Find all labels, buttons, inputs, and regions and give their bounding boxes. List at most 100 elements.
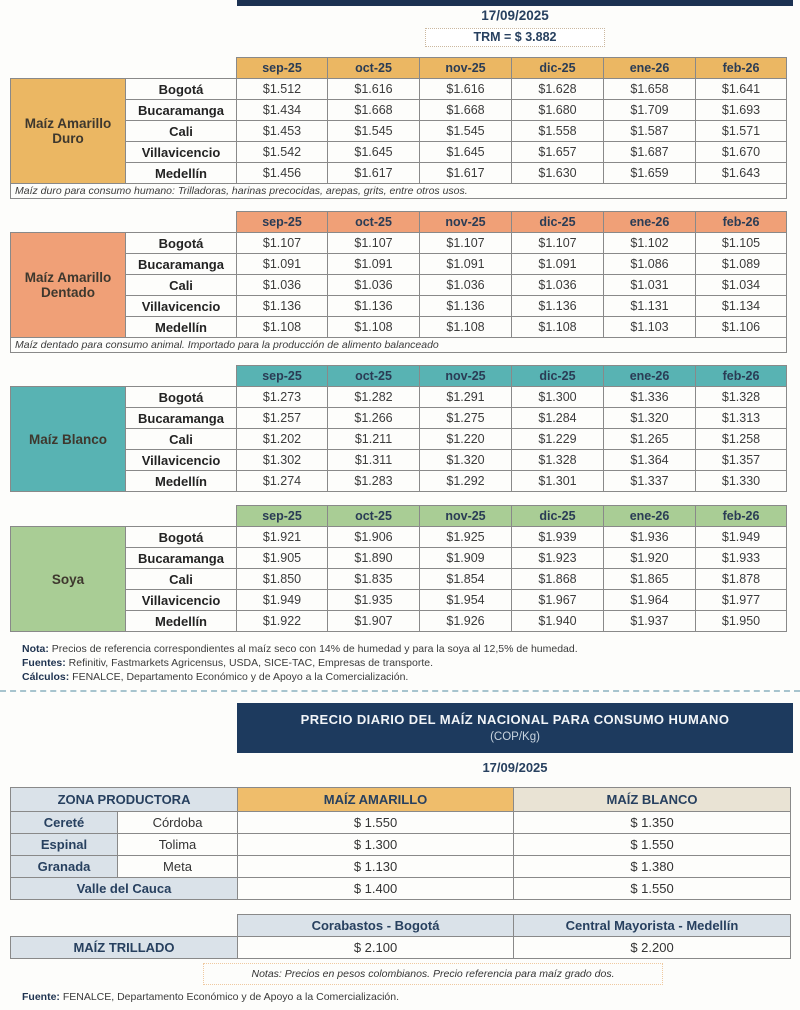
price-cell: $1.935 [327, 589, 420, 611]
price-cell: $1.693 [695, 99, 787, 121]
city-label: Villavicencio [125, 589, 237, 611]
month-header: dic-25 [511, 211, 604, 233]
price-cell: $1.545 [327, 120, 420, 142]
banner-title: PRECIO DIARIO DEL MAÍZ NACIONAL PARA CON… [300, 712, 730, 727]
commodity-label: Maíz Amarillo Dentado [10, 232, 126, 338]
zone-name: Cereté [10, 811, 118, 834]
price-table-maiz-amarillo-duro: sep-25 oct-25 nov-25 dic-25 ene-26 feb-2… [10, 57, 788, 199]
price-cell: $1.292 [419, 470, 512, 492]
table-note: Maíz dentado para consumo animal. Import… [10, 337, 787, 353]
zone-price-amarillo: $ 1.550 [237, 811, 515, 834]
zone-price-amarillo: $ 1.300 [237, 833, 515, 856]
city-label: Cali [125, 120, 237, 142]
footnote-fuentes: Fuentes: Refinitiv, Fastmarkets Agricens… [22, 656, 578, 670]
month-header: feb-26 [695, 57, 787, 79]
price-cell: $1.542 [236, 141, 328, 163]
month-header: oct-25 [327, 57, 420, 79]
price-cell: $1.211 [327, 428, 420, 450]
month-header-row: sep-25 oct-25 nov-25 dic-25 ene-26 feb-2… [11, 365, 787, 387]
price-cell: $1.940 [511, 610, 604, 632]
market-header: Corabastos - Bogotá [237, 914, 514, 937]
table-row: Cali $1.850 $1.835 $1.854 $1.868 $1.865 … [11, 568, 787, 590]
price-cell: $1.106 [695, 316, 787, 338]
price-cell: $1.036 [419, 274, 512, 296]
month-header-row: sep-25 oct-25 nov-25 dic-25 ene-26 feb-2… [11, 211, 787, 233]
price-cell: $1.302 [236, 449, 328, 471]
blank-corner [11, 58, 237, 79]
month-header: sep-25 [236, 211, 328, 233]
price-cell: $1.657 [511, 141, 604, 163]
footnote-text: Refinitiv, Fastmarkets Agricensus, USDA,… [65, 657, 433, 669]
price-cell: $1.925 [419, 526, 512, 548]
zone-row: Cereté Córdoba $ 1.550 $ 1.350 [10, 811, 792, 834]
table-row: Villavicencio $1.542 $1.645 $1.645 $1.65… [11, 141, 787, 163]
price-cell: $1.337 [603, 470, 696, 492]
table-row: Villavicencio $1.949 $1.935 $1.954 $1.96… [11, 589, 787, 611]
price-cell: $1.320 [603, 407, 696, 429]
table-row: Soya Bogotá $1.921 $1.906 $1.925 $1.939 … [10, 526, 787, 632]
city-label: Bucaramanga [125, 407, 237, 429]
blank-corner [11, 366, 237, 387]
month-header: feb-26 [695, 505, 787, 527]
price-cell: $1.926 [419, 610, 512, 632]
price-cell: $1.036 [511, 274, 604, 296]
price-cell: $1.645 [327, 141, 420, 163]
price-cell: $1.905 [236, 547, 328, 569]
footnote-text: FENALCE, Departamento Económico y de Apo… [69, 671, 409, 683]
amarillo-header: MAÍZ AMARILLO [237, 787, 515, 812]
city-label: Bogotá [125, 526, 237, 548]
commodity-label: Maíz Amarillo Duro [10, 78, 126, 184]
price-cell: $1.921 [236, 526, 328, 548]
price-cell: $1.878 [695, 568, 787, 590]
price-cell: $1.330 [695, 470, 787, 492]
city-label: Bogotá [125, 386, 237, 408]
price-cell: $1.709 [603, 99, 696, 121]
price-cell: $1.668 [327, 99, 420, 121]
table-row: Maíz Amarillo Dentado Bogotá $1.107 $1.1… [10, 232, 787, 338]
price-cell: $1.357 [695, 449, 787, 471]
blanco-header: MAÍZ BLANCO [513, 787, 792, 812]
table-row: Cali $1.202 $1.211 $1.220 $1.229 $1.265 … [11, 428, 787, 450]
zone-row: Granada Meta $ 1.130 $ 1.380 [10, 855, 792, 878]
zone-name: Espinal [10, 833, 118, 856]
month-header-row: sep-25 oct-25 nov-25 dic-25 ene-26 feb-2… [11, 505, 787, 527]
city-label: Bogotá [125, 78, 237, 100]
price-cell: $1.964 [603, 589, 696, 611]
price-cell: $1.091 [327, 253, 420, 275]
month-header: feb-26 [695, 365, 787, 387]
month-header: sep-25 [236, 365, 328, 387]
footnotes-block: Nota: Precios de referencia correspondie… [22, 642, 578, 684]
price-cell: $1.091 [419, 253, 512, 275]
price-table-maiz-amarillo-dentado: sep-25 oct-25 nov-25 dic-25 ene-26 feb-2… [10, 211, 788, 353]
city-label: Bogotá [125, 232, 237, 254]
price-cell: $1.950 [695, 610, 787, 632]
price-cell: $1.034 [695, 274, 787, 296]
table-row: Cali $1.036 $1.036 $1.036 $1.036 $1.031 … [11, 274, 787, 296]
price-cell: $1.108 [236, 316, 328, 338]
month-header: oct-25 [327, 365, 420, 387]
price-cell: $1.659 [603, 162, 696, 184]
price-cell: $1.131 [603, 295, 696, 317]
zone-row: Espinal Tolima $ 1.300 $ 1.550 [10, 833, 792, 856]
price-cell: $1.036 [327, 274, 420, 296]
month-header: ene-26 [603, 57, 696, 79]
price-cell: $1.091 [236, 253, 328, 275]
price-cell: $1.954 [419, 589, 512, 611]
table-note-row: Maíz duro para consumo humano: Trillador… [10, 183, 787, 199]
fuente-text: FENALCE, Departamento Económico y de Apo… [59, 991, 399, 1003]
price-cell: $1.545 [419, 120, 512, 142]
price-cell: $1.301 [511, 470, 604, 492]
table-row: Bucaramanga $1.091 $1.091 $1.091 $1.091 … [11, 253, 787, 275]
price-cell: $1.036 [236, 274, 328, 296]
zone-name: Valle del Cauca [9, 877, 239, 900]
month-header: oct-25 [327, 211, 420, 233]
city-label: Bucaramanga [125, 99, 237, 121]
price-cell: $1.364 [603, 449, 696, 471]
price-cell: $1.275 [419, 407, 512, 429]
table-row: Medellín $1.922 $1.907 $1.926 $1.940 $1.… [11, 610, 787, 632]
price-cell: $1.571 [695, 120, 787, 142]
table-row: Villavicencio $1.136 $1.136 $1.136 $1.13… [11, 295, 787, 317]
price-cell: $1.229 [511, 428, 604, 450]
price-cell: $1.136 [236, 295, 328, 317]
price-cell: $1.868 [511, 568, 604, 590]
